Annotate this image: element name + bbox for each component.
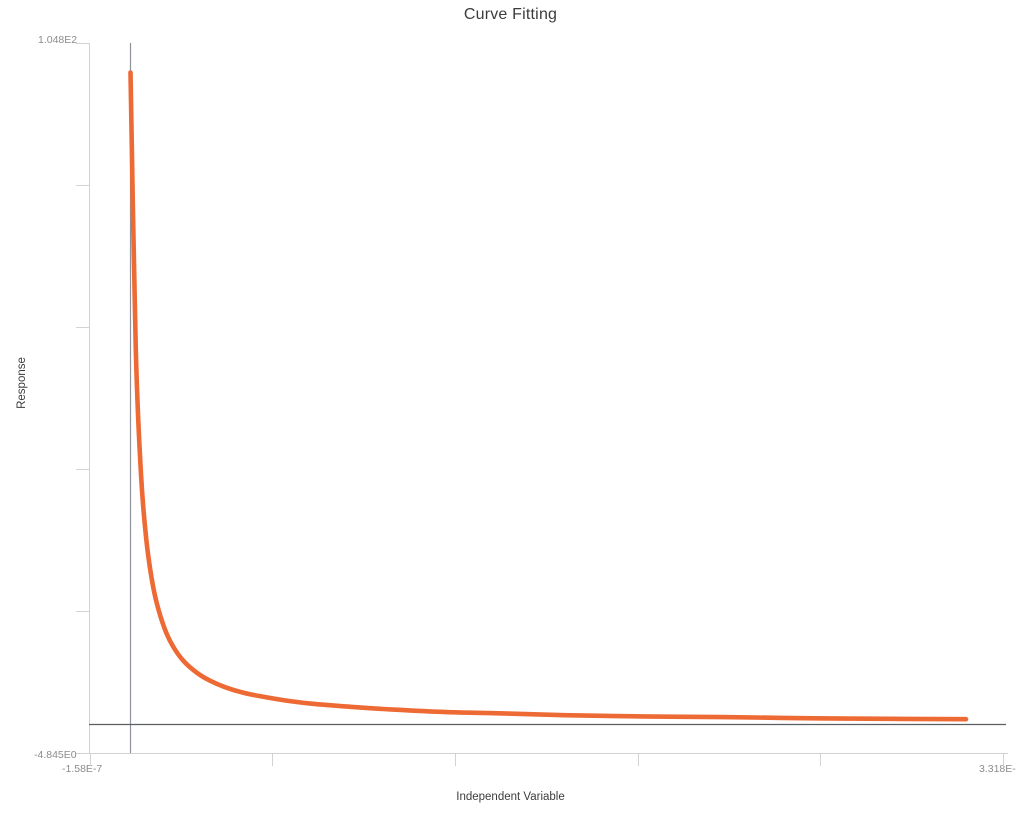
- y-axis: [76, 43, 90, 754]
- x-axis-min-tick-label: -1.58E-7: [62, 763, 103, 775]
- x-axis: [89, 753, 1008, 766]
- x-axis-max-tick-label: 3.318E-: [979, 763, 1016, 775]
- y-axis-min-tick-label: -4.845E0: [34, 749, 77, 761]
- y-axis-ticks: [76, 43, 89, 754]
- y-axis-max-tick-label: 1.048E2: [38, 34, 78, 46]
- fitted-curve: [128, 70, 969, 722]
- x-axis-ticks: [90, 753, 1004, 766]
- chart-title: Curve Fitting: [463, 6, 558, 23]
- x-axis-label: Independent Variable: [456, 791, 565, 803]
